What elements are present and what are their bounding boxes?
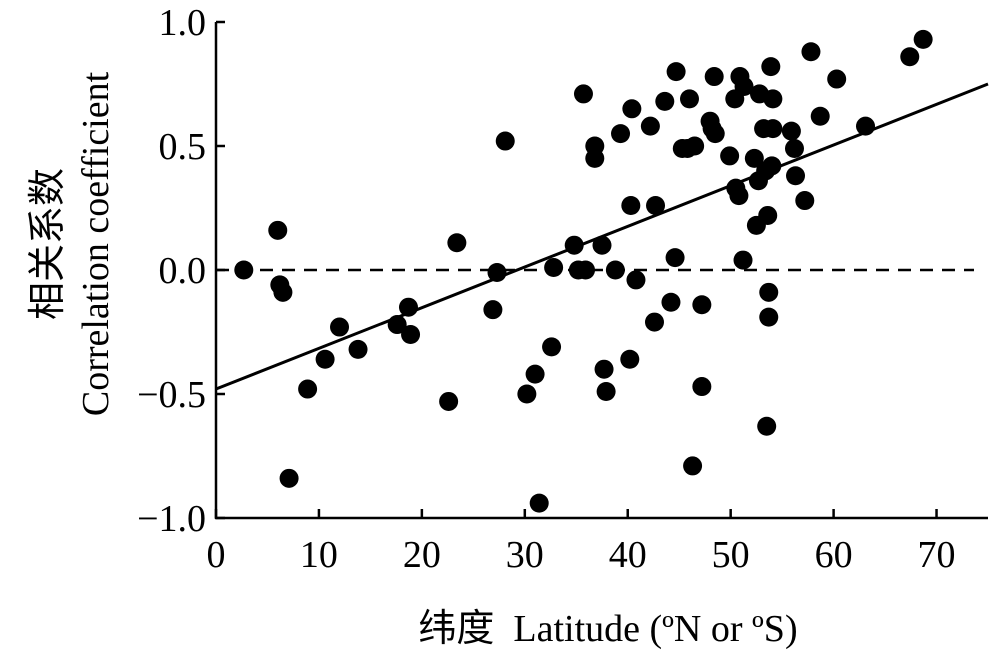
data-point [483, 300, 503, 320]
data-point [529, 493, 549, 513]
data-point [692, 295, 712, 315]
data-point [759, 282, 779, 302]
data-point [626, 270, 646, 290]
data-point [439, 391, 459, 411]
data-point [759, 307, 779, 327]
data-point [330, 317, 350, 337]
data-point [387, 315, 407, 335]
x-tick-label: 40 [609, 534, 647, 576]
data-point [827, 69, 847, 89]
data-point [268, 220, 288, 240]
data-point [594, 359, 614, 379]
x-axis-label: 纬度 Latitude (ºN or ºS) [418, 608, 797, 650]
y-axis-label-chinese: 相关系数 [27, 168, 69, 320]
data-point [611, 124, 631, 144]
data-point [622, 99, 642, 119]
data-point [762, 156, 782, 176]
data-point [900, 47, 920, 67]
data-point [621, 196, 641, 216]
y-tick-label: −1.0 [137, 498, 206, 540]
data-point [605, 260, 625, 280]
data-point [692, 377, 712, 397]
data-point [763, 89, 783, 109]
x-tick-label: 20 [403, 534, 441, 576]
data-point [447, 233, 467, 253]
data-point [795, 191, 815, 211]
data-point [761, 57, 781, 77]
data-point [913, 29, 933, 49]
data-point [596, 382, 616, 402]
data-point [279, 468, 299, 488]
x-tick-label: 0 [207, 534, 226, 576]
data-point [744, 148, 764, 168]
data-point [784, 138, 804, 158]
y-axis-label: 相关系数 Correlation coefficient [27, 71, 117, 416]
data-point [646, 196, 666, 216]
data-point [763, 119, 783, 139]
y-tick-label: 1.0 [159, 2, 207, 44]
data-point [592, 235, 612, 255]
data-point [576, 260, 596, 280]
data-point [401, 324, 421, 344]
data-point [704, 67, 724, 87]
data-point [585, 148, 605, 168]
x-tick-label: 50 [712, 534, 750, 576]
data-point [398, 297, 418, 317]
data-point [655, 91, 675, 111]
y-ticks: −1.0 −0.5 0.0 0.5 1.0 [137, 2, 225, 540]
data-point [786, 166, 806, 186]
data-point [564, 235, 584, 255]
data-point [315, 349, 335, 369]
data-point [810, 106, 830, 126]
data-point [644, 312, 664, 332]
x-tick-label: 30 [506, 534, 544, 576]
y-tick-label: 0.5 [159, 126, 207, 168]
data-point [856, 116, 876, 136]
data-point [620, 349, 640, 369]
data-point [542, 337, 562, 357]
data-point [273, 282, 293, 302]
data-point [801, 42, 821, 62]
data-point [758, 205, 778, 225]
data-point [348, 339, 368, 359]
data-point [525, 364, 545, 384]
data-point [679, 89, 699, 109]
data-point [665, 248, 685, 268]
y-tick-label: 0.0 [159, 250, 207, 292]
y-axis-label-english: Correlation coefficient [75, 71, 117, 416]
data-point [517, 384, 537, 404]
data-point [685, 136, 705, 156]
data-point [781, 121, 801, 141]
data-point [733, 250, 753, 270]
data-point [495, 131, 515, 151]
data-point [487, 262, 507, 282]
data-point [573, 84, 593, 104]
data-point [757, 416, 777, 436]
data-point [720, 146, 740, 166]
data-point [666, 62, 686, 82]
data-point [640, 116, 660, 136]
data-point [705, 124, 725, 144]
x-tick-label: 10 [300, 534, 338, 576]
data-point [683, 456, 703, 476]
data-point [661, 292, 681, 312]
y-tick-label: −0.5 [137, 374, 206, 416]
data-point [734, 76, 754, 96]
x-ticks: 0 10 20 30 40 50 60 70 [207, 509, 956, 576]
x-tick-label: 70 [918, 534, 956, 576]
data-point [234, 260, 254, 280]
data-points [234, 29, 933, 513]
data-point [729, 186, 749, 206]
data-point [298, 379, 318, 399]
data-point [544, 258, 564, 278]
x-tick-label: 60 [815, 534, 853, 576]
